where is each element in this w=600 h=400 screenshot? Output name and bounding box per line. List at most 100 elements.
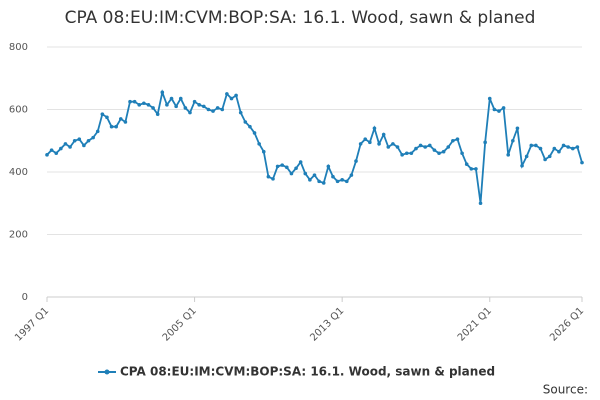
point <box>552 146 557 151</box>
point <box>118 117 123 121</box>
y-tick-label: 200 <box>9 230 28 241</box>
point <box>174 104 178 109</box>
point <box>308 178 312 182</box>
point <box>261 149 266 154</box>
point <box>570 146 575 151</box>
point <box>151 106 155 110</box>
point <box>202 104 206 109</box>
point <box>363 137 368 141</box>
point <box>317 179 321 184</box>
x-tick-label: 2005 Q1 <box>161 305 199 343</box>
point <box>529 143 534 148</box>
point <box>132 99 137 104</box>
point <box>165 103 169 107</box>
point <box>137 103 142 107</box>
point <box>238 110 243 115</box>
point <box>155 112 160 116</box>
point <box>437 151 441 156</box>
point <box>326 164 331 169</box>
point <box>455 137 460 141</box>
point <box>68 145 72 149</box>
point <box>271 177 275 181</box>
point <box>280 163 285 167</box>
point <box>114 124 118 129</box>
point <box>414 146 418 151</box>
point <box>229 96 234 101</box>
point <box>312 173 317 177</box>
point <box>377 142 381 146</box>
point <box>321 181 326 185</box>
point <box>331 174 335 179</box>
point <box>142 101 146 106</box>
point <box>520 163 524 168</box>
point <box>100 112 105 116</box>
point <box>275 164 280 169</box>
point <box>464 162 469 166</box>
source: Source: <box>543 383 588 397</box>
legend-marker <box>104 369 110 375</box>
point <box>409 151 414 156</box>
point <box>169 96 174 101</box>
point <box>534 143 538 148</box>
point <box>386 145 391 149</box>
point <box>474 167 478 171</box>
chart-title: CPA 08:EU:IM:CVM:BOP:SA: 16.1. Wood, saw… <box>65 8 536 28</box>
point <box>428 143 432 148</box>
point <box>109 124 114 129</box>
point <box>303 171 308 176</box>
point <box>192 99 197 104</box>
series-line <box>46 89 583 204</box>
point <box>501 106 506 110</box>
point <box>372 126 377 131</box>
point <box>128 99 132 104</box>
point <box>404 151 409 156</box>
point <box>506 153 511 157</box>
point <box>285 165 289 170</box>
point <box>49 148 54 152</box>
point <box>220 107 225 112</box>
point <box>451 138 455 143</box>
point <box>400 153 404 157</box>
point <box>423 145 427 149</box>
point <box>91 135 95 140</box>
point <box>492 107 497 112</box>
point <box>206 107 211 112</box>
point <box>335 179 340 184</box>
point <box>354 159 358 163</box>
point <box>441 149 446 154</box>
point <box>243 120 248 124</box>
point <box>538 146 543 151</box>
point <box>446 145 451 149</box>
point <box>294 166 298 171</box>
point <box>349 173 354 177</box>
point <box>487 96 492 101</box>
point <box>82 143 86 148</box>
point <box>54 151 59 156</box>
point <box>252 131 257 135</box>
y-tick-label: 600 <box>9 105 28 116</box>
point <box>432 148 437 152</box>
point <box>197 103 201 107</box>
point <box>248 124 252 129</box>
point <box>183 106 188 110</box>
point <box>72 138 77 143</box>
x-tick-label: 2026 Q1 <box>548 305 586 343</box>
point <box>178 96 183 101</box>
y-tick-label: 800 <box>9 42 28 53</box>
point <box>123 120 128 124</box>
y-tick-label: 400 <box>9 167 28 178</box>
point <box>547 154 552 159</box>
point <box>63 142 68 146</box>
point <box>45 153 49 157</box>
x-tick-label: 2021 Q1 <box>456 305 494 343</box>
point <box>289 171 294 176</box>
point <box>340 178 344 182</box>
point <box>391 142 395 146</box>
point <box>95 129 100 134</box>
x-tick-label: 1997 Q1 <box>13 305 51 343</box>
point <box>460 151 464 156</box>
point <box>215 106 220 110</box>
point <box>86 138 91 143</box>
point <box>225 92 229 96</box>
